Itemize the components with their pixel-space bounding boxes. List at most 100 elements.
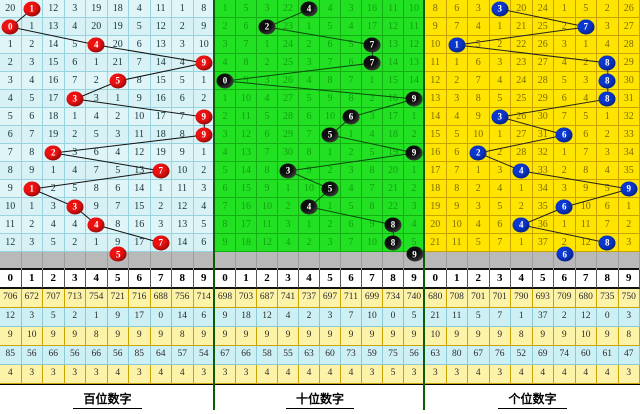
grid-cell: 5 <box>447 126 469 144</box>
grid-cell: 5 <box>257 108 278 126</box>
grid-cell: 10 <box>194 36 216 54</box>
grid-cell: 2 <box>22 216 44 234</box>
stat-cell: 3 <box>278 270 299 289</box>
drawn-number-ball: 9 <box>195 109 212 124</box>
stat-cell: 3 <box>129 365 151 384</box>
stat-cell: 9 <box>215 327 236 346</box>
grid-cell: 8 <box>341 90 362 108</box>
grid-cell: 3 <box>257 72 278 90</box>
drawn-number-ball: 9 <box>195 127 212 142</box>
grid-cell: 4 <box>43 216 65 234</box>
grid-cell: 33 <box>619 126 640 144</box>
drawn-number-ball: 0 <box>217 73 234 88</box>
grid-cell: 7 <box>129 54 151 72</box>
grid-cell: 4 <box>404 216 425 234</box>
spacer-strip: 5 <box>0 252 215 270</box>
grid-cell: 4 <box>172 54 194 72</box>
grid-cell: 8 <box>22 144 44 162</box>
stat-cell: 47 <box>619 346 640 365</box>
grid-cell: 9 <box>172 144 194 162</box>
grid-cell: 5 <box>0 108 22 126</box>
grid-cell: 7 <box>151 162 173 180</box>
panel-divider-right <box>423 0 425 410</box>
stat-cell: 3 <box>86 365 108 384</box>
grid-cell: 2 <box>151 198 173 216</box>
grid-cell: 8 <box>597 90 619 108</box>
grid-cell: 6 <box>194 234 216 252</box>
grid-cell: 12 <box>151 18 173 36</box>
grid-cell: 2 <box>257 18 278 36</box>
stat-cell: 21 <box>425 308 447 327</box>
grid-cell: 16 <box>129 216 151 234</box>
drawn-number-ball: 9 <box>620 181 637 196</box>
grid-cell: 2 <box>278 198 299 216</box>
spacer-cell <box>65 252 87 270</box>
spacer-cell <box>425 252 447 270</box>
grid-cell: 20 <box>425 216 447 234</box>
grid-cell: 10 <box>362 234 383 252</box>
grid-cell: 19 <box>151 144 173 162</box>
stat-cell: 754 <box>86 289 108 308</box>
grid-cell: 2 <box>172 18 194 36</box>
spacer-cell <box>511 252 533 270</box>
grid-cell: 12 <box>172 198 194 216</box>
grid-cell: 1 <box>22 18 44 36</box>
grid-cell: 9 <box>86 198 108 216</box>
grid-cell: 3 <box>597 18 619 36</box>
grid-cell: 11 <box>576 216 598 234</box>
spacer-cell <box>299 252 320 270</box>
grid-cell: 4 <box>299 198 320 216</box>
stat-cell: 3 <box>65 270 87 289</box>
stat-cell: 8 <box>383 270 404 289</box>
drawn-number-ball: 3 <box>66 199 83 214</box>
grid-cell: 11 <box>404 18 425 36</box>
stat-cell: 66 <box>236 346 257 365</box>
grid-cell: 2 <box>554 162 576 180</box>
grid-cell: 2 <box>43 144 65 162</box>
grid-cell: 15 <box>129 198 151 216</box>
stat-cell: 3 <box>320 308 341 327</box>
spacer-cell <box>278 252 299 270</box>
drawn-number-ball: 2 <box>45 145 62 160</box>
grid-cell: 3 <box>22 234 44 252</box>
panel-divider-left <box>213 0 215 410</box>
grid-cell: 4 <box>468 18 490 36</box>
grid-cell: 3 <box>65 0 87 18</box>
grid-cell: 7 <box>468 72 490 90</box>
grid-cell: 2 <box>194 162 216 180</box>
stat-cell: 80 <box>447 346 469 365</box>
stat-cell: 7 <box>341 308 362 327</box>
grid-cell: 15 <box>151 72 173 90</box>
stat-cell: 9 <box>341 327 362 346</box>
grid-cell: 7 <box>151 234 173 252</box>
stat-cell: 698 <box>215 289 236 308</box>
drawn-number-ball: 2 <box>470 145 487 160</box>
stat-cell: 74 <box>554 346 576 365</box>
grid-cell: 4 <box>511 162 533 180</box>
drawn-number-ball: 8 <box>599 91 616 106</box>
grid-cell: 11 <box>425 54 447 72</box>
grid-cell: 21 <box>425 234 447 252</box>
grid-cell: 16 <box>362 0 383 18</box>
grid-cell: 2 <box>65 126 87 144</box>
stat-cell: 6 <box>129 270 151 289</box>
grid-cell: 25 <box>278 54 299 72</box>
stat-cell: 75 <box>383 346 404 365</box>
grid-cell: 2 <box>43 180 65 198</box>
grid-cell: 13 <box>404 54 425 72</box>
grid-cell: 8 <box>597 72 619 90</box>
grid-cell: 16 <box>43 72 65 90</box>
drawn-number-ball: 7 <box>152 235 169 250</box>
grid-cell: 4 <box>215 54 236 72</box>
spacer-cell <box>576 252 598 270</box>
